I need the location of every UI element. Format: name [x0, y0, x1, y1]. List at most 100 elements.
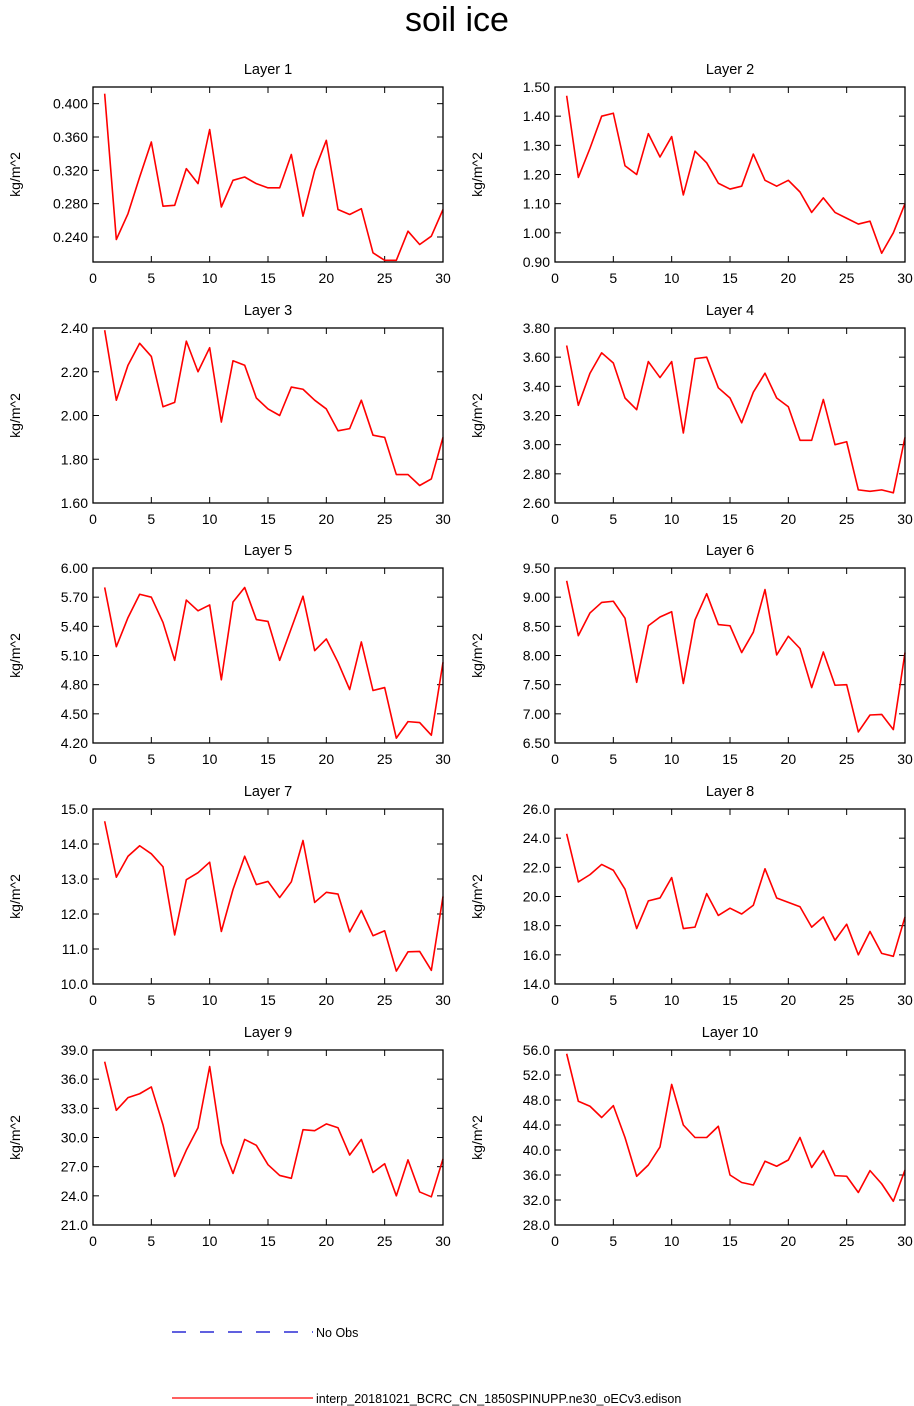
x-tick-label: 15	[722, 1233, 738, 1249]
x-tick-label: 0	[551, 751, 559, 767]
x-tick-label: 15	[260, 1233, 276, 1249]
y-axis-label: kg/m^2	[469, 152, 485, 197]
y-tick-label: 3.20	[523, 408, 550, 424]
y-tick-label: 4.50	[61, 706, 88, 722]
x-tick-label: 0	[89, 270, 97, 286]
y-tick-label: 30.0	[61, 1130, 88, 1146]
y-tick-label: 56.0	[523, 1042, 550, 1058]
x-tick-label: 5	[147, 751, 155, 767]
series-line	[103, 330, 444, 487]
y-tick-label: 16.0	[523, 947, 550, 963]
panel-title: Layer 6	[706, 543, 754, 559]
y-tick-label: 7.50	[523, 677, 550, 693]
x-tick-label: 20	[319, 511, 335, 527]
legend-label-model: interp_20181021_BCRC_CN_1850SPINUPP.ne30…	[316, 1392, 681, 1406]
x-tick-label: 30	[435, 992, 451, 1008]
plot-frame	[554, 808, 906, 985]
x-tick-label: 15	[722, 751, 738, 767]
x-tick-label: 10	[202, 751, 218, 767]
x-tick-label: 30	[897, 751, 913, 767]
panel-layer-1: Layer 1 0.240 0.280 0.320 0.360 0.400 0 5 10 15 20…	[7, 62, 451, 286]
x-tick-label: 25	[377, 1233, 393, 1249]
x-tick-label: 25	[839, 511, 855, 527]
y-tick-label: 6.50	[523, 735, 550, 751]
y-tick-label: 13.0	[61, 871, 88, 887]
x-tick-label: 5	[609, 992, 617, 1008]
x-tick-label: 20	[319, 1233, 335, 1249]
y-tick-label: 8.00	[523, 648, 550, 664]
y-tick-label: 1.30	[523, 137, 550, 153]
y-tick-label: 20.0	[523, 889, 550, 905]
plot-frame	[92, 327, 444, 504]
panel-layer-8: Layer 8 14.0 16.0 18.0 20.0 22.0 24.0 26.0 0 5 10 1…	[469, 784, 913, 1008]
x-tick-label: 0	[551, 992, 559, 1008]
y-axis-label: kg/m^2	[7, 393, 23, 438]
y-tick-label: 4.20	[61, 735, 88, 751]
x-tick-label: 0	[89, 511, 97, 527]
y-tick-label: 2.00	[61, 408, 88, 424]
x-tick-label: 30	[897, 511, 913, 527]
x-tick-label: 20	[319, 270, 335, 286]
x-tick-label: 0	[89, 1233, 97, 1249]
plot-frame	[554, 86, 906, 263]
y-tick-label: 36.0	[523, 1167, 550, 1183]
y-axis-label: kg/m^2	[7, 633, 23, 678]
y-tick-label: 15.0	[61, 801, 88, 817]
y-tick-label: 0.320	[53, 162, 88, 178]
y-tick-label: 2.60	[523, 495, 550, 511]
x-tick-label: 5	[609, 1233, 617, 1249]
legend: No Obs interp_20181021_BCRC_CN_1850SPINU…	[172, 1326, 681, 1406]
series-line	[103, 1061, 444, 1198]
x-tick-label: 15	[722, 511, 738, 527]
panel-title: Layer 10	[702, 1025, 758, 1041]
x-tick-label: 5	[609, 751, 617, 767]
y-tick-label: 4.80	[61, 677, 88, 693]
x-tick-label: 20	[781, 1233, 797, 1249]
x-tick-label: 20	[781, 751, 797, 767]
y-tick-label: 18.0	[523, 918, 550, 934]
panel-layer-4: Layer 4 2.60 2.80 3.00 3.20 3.40 3.60 3.80 0 5 10 1…	[469, 303, 913, 527]
x-tick-label: 10	[202, 1233, 218, 1249]
y-tick-label: 8.50	[523, 618, 550, 634]
plot-frame	[92, 567, 444, 744]
x-tick-label: 15	[260, 511, 276, 527]
x-tick-label: 30	[897, 1233, 913, 1249]
panel-title: Layer 1	[244, 62, 292, 78]
y-tick-label: 12.0	[61, 906, 88, 922]
y-tick-label: 32.0	[523, 1192, 550, 1208]
x-tick-label: 0	[551, 511, 559, 527]
x-tick-label: 25	[839, 1233, 855, 1249]
x-tick-label: 10	[664, 1233, 680, 1249]
panel-title: Layer 7	[244, 784, 292, 800]
panel-layer-6: Layer 6 6.50 7.00 7.50 8.00 8.50 9.00 9.50 0 5 10 1…	[469, 543, 913, 767]
y-tick-label: 3.80	[523, 320, 550, 336]
panel-title: Layer 3	[244, 303, 292, 319]
plot-frame	[92, 86, 444, 263]
y-tick-label: 5.40	[61, 618, 88, 634]
panel-title: Layer 5	[244, 543, 292, 559]
y-tick-label: 1.10	[523, 196, 550, 212]
y-tick-label: 40.0	[523, 1142, 550, 1158]
y-axis-label: kg/m^2	[469, 1115, 485, 1160]
plot-frame	[554, 327, 906, 504]
y-tick-label: 5.70	[61, 589, 88, 605]
x-tick-label: 5	[147, 270, 155, 286]
y-tick-label: 24.0	[61, 1188, 88, 1204]
y-tick-label: 9.50	[523, 560, 550, 576]
y-tick-label: 2.80	[523, 466, 550, 482]
y-tick-label: 9.00	[523, 589, 550, 605]
y-tick-label: 1.80	[61, 451, 88, 467]
y-tick-label: 3.60	[523, 349, 550, 365]
y-tick-label: 24.0	[523, 830, 550, 846]
x-tick-label: 10	[664, 992, 680, 1008]
x-tick-label: 20	[319, 751, 335, 767]
legend-label-no-obs: No Obs	[316, 1326, 358, 1340]
y-axis-label: kg/m^2	[7, 152, 23, 197]
y-tick-label: 1.50	[523, 79, 550, 95]
y-tick-label: 10.0	[61, 976, 88, 992]
plot-frame	[92, 808, 444, 985]
series-line	[565, 580, 906, 733]
y-tick-label: 0.360	[53, 129, 88, 145]
x-tick-label: 10	[202, 992, 218, 1008]
